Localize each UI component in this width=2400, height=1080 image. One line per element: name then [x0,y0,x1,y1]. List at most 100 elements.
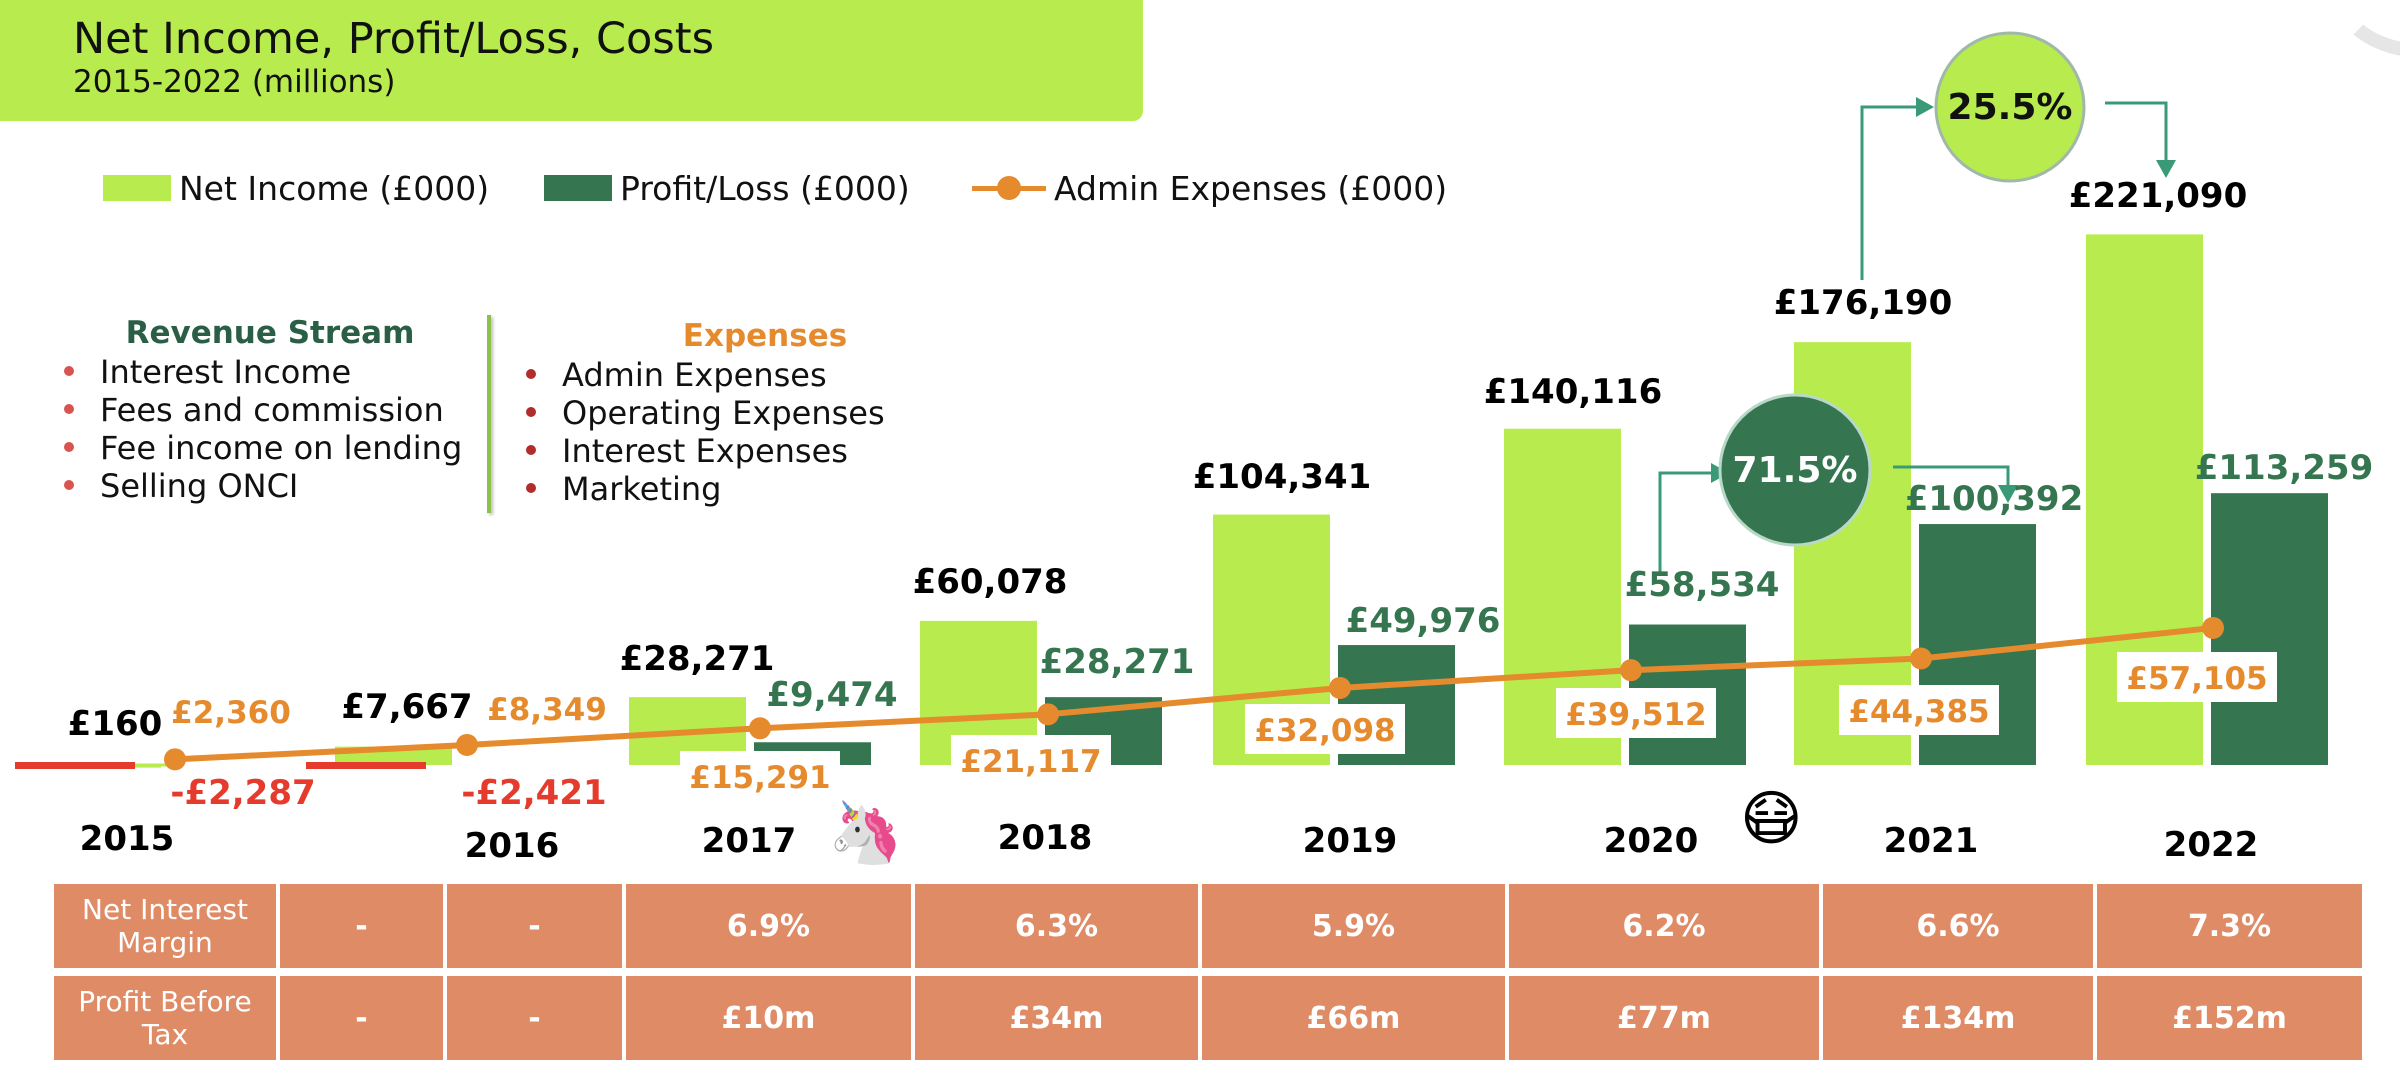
table-cell: 6.3% [915,884,1198,968]
table-cell: - [447,976,622,1060]
year-label-2015: 2015 [80,819,175,859]
data-label-profit-loss-2021: £100,392 [1905,479,2084,519]
label-box [1839,685,1999,735]
arrowhead [1916,97,1934,117]
list-item: Interest Income [62,353,462,391]
metrics-table: Net Interest Margin - -6.9% 6.3% 5.9% 6.2% 6.6… [50,876,2366,1068]
bullet-icon [64,480,74,490]
growth-arrow-71 [1658,471,1713,575]
legend-admin-expenses: Admin Expenses (£000) [972,168,1447,208]
list-item: Interest Expenses [524,432,885,470]
list-item: Selling ONCI [62,467,462,505]
list-item: Fees and commission [62,391,462,429]
chart-subtitle: 2015-2022 (millions) [73,64,396,100]
list-item-label: Admin Expenses [562,356,827,394]
table-cell: £77m [1509,976,1819,1060]
row-label: Net Interest Margin [54,884,276,968]
growth-bubble-25 [1934,31,2086,183]
data-label-admin-2015: £2,360 [171,695,291,731]
table-row: Net Interest Margin - -6.9% 6.3% 5.9% 6.2% 6.6… [54,884,2362,968]
bar-profit-loss-2016 [306,762,426,769]
data-label-admin-2017: £15,291 [689,760,830,796]
table-cell: 7.3% [2097,884,2362,968]
data-label-admin-2016: £8,349 [487,692,607,728]
expenses-heading: Expenses [682,318,848,354]
admin-point-2021 [1910,647,1932,670]
list-item-label: Marketing [562,470,722,508]
table-cell: 5.9% [1202,884,1505,968]
list-item: Fee income on lending [62,429,462,467]
year-label-2018: 2018 [998,818,1093,858]
data-label-profit-loss-2018: £28,271 [1040,642,1195,682]
data-label-net-income-2020: £140,116 [1484,372,1663,412]
year-label-2019: 2019 [1303,821,1398,861]
admin-point-2020 [1620,659,1642,682]
data-label-profit-loss-2019: £49,976 [1346,601,1501,641]
growth-arrow-25-out [2105,101,2168,160]
list-item: Marketing [524,470,885,508]
table-cell: £10m [626,976,911,1060]
admin-expenses-line [174,624,2214,763]
list-item-label: Interest Expenses [562,432,848,470]
bullet-icon [526,369,536,379]
admin-point-2016 [456,733,478,756]
growth-arrow-71-out [1893,465,2010,487]
list-item-label: Fee income on lending [100,429,463,467]
table-row: Profit Before Tax - - £10m £34m £66m £77m £134m… [54,976,2362,1060]
bullet-icon [526,407,536,417]
growth-arrow-25 [1860,105,1918,280]
revenue-stream-list: Interest Income Fees and commission Fee in… [62,353,462,505]
data-label-net-income-2015: £160 [68,704,163,744]
table-cell: £66m [1202,976,1505,1060]
admin-point-2015 [164,748,186,771]
expenses-list: Admin Expenses Operating Expenses Interest… [524,356,885,508]
data-label-admin-2018: £21,117 [960,744,1101,780]
bar-profit-loss-2015 [15,762,135,769]
legend-swatch-admin-expenses [972,175,1046,201]
revenue-stream-heading: Revenue Stream [125,315,415,351]
legend-label-net-income: Net Income (£000) [179,168,490,208]
bullet-icon [526,445,536,455]
admin-point-2018 [1037,703,1059,726]
growth-label-25: 25.5% [1948,87,2073,128]
data-label-admin-2022: £57,105 [2126,661,2267,697]
title-bar: Net Income, Profit/Loss, Costs 2015-2022… [0,0,1143,121]
table-cell: £152m [2097,976,2362,1060]
bar-profit-loss-2022 [2211,493,2328,765]
legend-swatch-net-income [103,175,171,201]
list-item-label: Operating Expenses [562,394,885,432]
bullet-icon [64,442,74,452]
data-label-net-income-2017: £28,271 [620,639,775,679]
data-label-profit-loss-2020: £58,534 [1625,565,1780,605]
bullet-icon [64,366,74,376]
legend-label-admin-expenses: Admin Expenses (£000) [1054,168,1448,208]
data-label-profit-loss-2016: -£2,421 [461,773,606,813]
row-label: Profit Before Tax [54,976,276,1060]
box-divider [487,315,491,513]
legend-net-income: Net Income (£000) [103,168,489,208]
year-label-2016: 2016 [465,826,560,866]
table-cell: 6.9% [626,884,911,968]
legend-label-profit-loss: Profit/Loss (£000) [620,168,910,208]
table-cell: 6.2% [1509,884,1819,968]
admin-point-2019 [1329,676,1351,699]
label-box [1245,704,1405,754]
data-label-admin-2019: £32,098 [1254,713,1395,749]
arrowhead [1998,485,2018,503]
table-cell: - [280,884,443,968]
data-label-net-income-2022: £221,090 [2069,176,2248,216]
list-item-label: Selling ONCI [100,467,299,505]
data-label-profit-loss-2022: £113,259 [2195,448,2374,488]
table-cell: £134m [1823,976,2093,1060]
list-item: Operating Expenses [524,394,885,432]
label-box [1556,688,1716,738]
data-label-profit-loss-2015: -£2,287 [170,773,315,813]
year-label-2020: 2020 [1604,821,1699,861]
legend-profit-loss: Profit/Loss (£000) [544,168,910,208]
data-label-profit-loss-2017: £9,474 [766,675,897,715]
arrowhead [2156,160,2176,178]
data-label-net-income-2016: £7,667 [341,687,472,727]
data-label-net-income-2019: £104,341 [1193,457,1372,497]
legend-swatch-profit-loss [544,175,612,201]
